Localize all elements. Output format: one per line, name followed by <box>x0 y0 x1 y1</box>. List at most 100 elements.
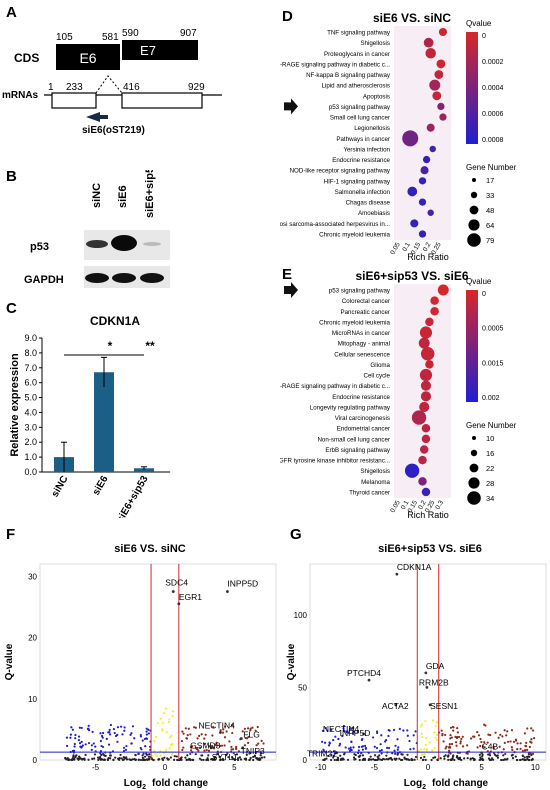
e-size-legend-dot <box>468 477 480 489</box>
g-point <box>396 753 399 756</box>
g-point <box>518 758 522 762</box>
chart-g-ylabel: Q-value <box>286 643 297 680</box>
f-point <box>207 749 211 752</box>
f-point <box>185 758 188 762</box>
f-point <box>225 730 228 733</box>
e-category-label: Chronic myeloid leukemia <box>319 319 390 326</box>
panel-label-e: E <box>282 266 293 283</box>
f-point <box>253 755 257 758</box>
g-point <box>348 728 351 731</box>
f-point <box>145 737 149 740</box>
g-point <box>398 757 401 760</box>
d-category-label: p53 signaling pathway <box>329 104 391 111</box>
f-point <box>230 745 233 749</box>
g-point <box>528 758 531 762</box>
f-point <box>159 717 162 720</box>
f-gene-label: EGR1 <box>179 592 202 602</box>
f-point <box>122 746 126 749</box>
f-point <box>262 742 265 745</box>
e-bubble <box>420 380 432 391</box>
f-point <box>91 730 94 733</box>
f-point <box>119 725 123 728</box>
f-point <box>78 742 82 745</box>
g-point <box>531 729 535 732</box>
g-point <box>516 747 519 751</box>
e-q-tick: 0.0015 <box>482 360 504 367</box>
g-point <box>524 748 527 752</box>
g-point <box>434 736 437 739</box>
d-size-legend-dot <box>472 178 476 182</box>
f-gene-point <box>177 602 181 606</box>
e-bubble <box>430 296 439 305</box>
g-point <box>408 739 411 743</box>
f-point <box>103 754 106 757</box>
d-bubble <box>434 70 444 79</box>
f-xtick-label: 5 <box>232 763 237 772</box>
f-point <box>249 729 252 732</box>
f-point <box>172 758 176 761</box>
volcano-plot-g: siE6+sip53 VS. siE6 Q-value Log2 fold ch… <box>286 543 547 790</box>
d-bubble <box>418 230 427 238</box>
c-ytick-label: 6.0 <box>24 378 37 388</box>
g-point <box>420 723 424 726</box>
f-point <box>203 749 206 752</box>
band-p53-sie6 <box>111 235 137 251</box>
f-point <box>145 727 148 730</box>
g-point <box>396 748 399 751</box>
g-point <box>357 749 360 752</box>
g-point <box>503 758 506 761</box>
chart-c-title: CDKN1A <box>90 314 140 328</box>
g-point <box>330 758 333 762</box>
pos-581: 581 <box>102 32 119 43</box>
f-point <box>70 726 73 729</box>
f-point <box>116 733 119 737</box>
g-point <box>419 725 422 728</box>
f-point <box>125 744 128 748</box>
f-point <box>165 748 168 751</box>
pos-105: 105 <box>56 32 73 43</box>
d-bubble <box>418 198 427 206</box>
g-point <box>489 734 492 737</box>
f-point <box>147 728 150 731</box>
f-point <box>249 727 252 730</box>
c-xtick-label: siE6 <box>91 474 111 498</box>
f-point <box>142 752 145 755</box>
f-point <box>186 754 189 757</box>
f-point <box>260 739 263 742</box>
c-ytick-label: 3.0 <box>24 422 37 432</box>
pos-416: 416 <box>123 82 140 93</box>
mrnas-label: mRNAs <box>2 90 39 101</box>
f-point <box>71 749 74 753</box>
d-q-tick: 0.0002 <box>482 59 504 66</box>
f-point <box>225 753 228 757</box>
g-point <box>455 736 459 740</box>
f-point <box>141 756 144 759</box>
g-point <box>335 758 338 762</box>
lane-sinc: siNC <box>91 183 103 208</box>
f-point <box>231 757 234 760</box>
d-bubble <box>418 177 427 185</box>
f-point <box>256 725 259 729</box>
f-point <box>213 747 216 750</box>
f-point <box>189 733 192 736</box>
g-point <box>425 749 428 752</box>
g-point <box>434 724 437 728</box>
f-point <box>71 728 74 731</box>
g-point <box>375 730 379 733</box>
g-point <box>422 758 425 761</box>
f-point <box>133 758 136 761</box>
g-point <box>516 742 519 745</box>
f-point <box>184 727 187 730</box>
d-q-tick: 0.0004 <box>482 85 504 92</box>
e-plot-bg <box>394 284 451 498</box>
g-point <box>383 758 386 761</box>
d-size-legend-label: 64 <box>486 221 494 230</box>
g-point <box>372 758 375 761</box>
g-point <box>466 744 469 747</box>
panel-label-d: D <box>282 8 293 25</box>
g-point <box>510 754 513 757</box>
f-point <box>167 720 171 724</box>
g-point <box>479 744 482 748</box>
g-point <box>361 754 365 757</box>
f-point <box>112 727 115 731</box>
